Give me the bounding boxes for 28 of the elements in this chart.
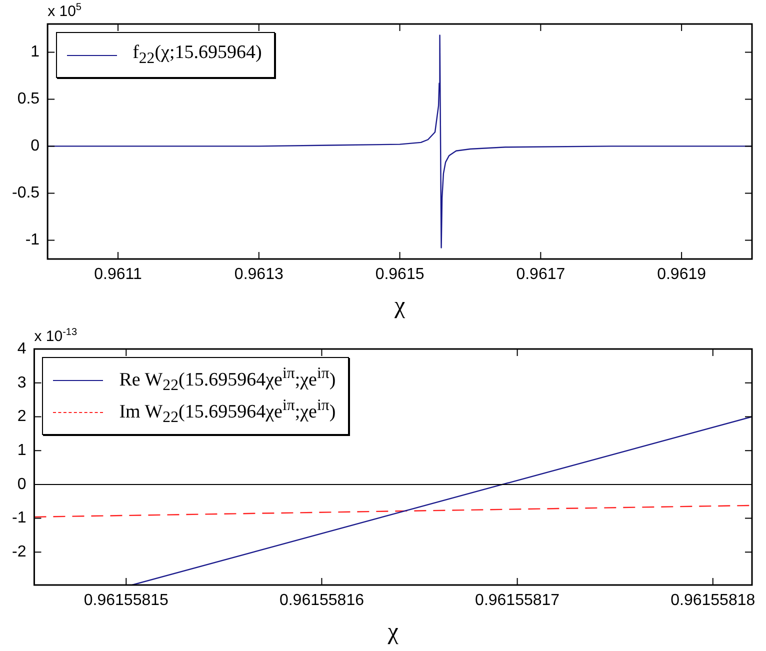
- legend-label: f$_{22}$(χ;15.695964): [132, 42, 262, 68]
- y-tick-label: 4: [17, 340, 26, 358]
- x-tick-label: 0.96155816: [279, 592, 364, 610]
- y-tick-label: -2: [12, 544, 26, 561]
- y-tick-label: 3: [17, 374, 26, 392]
- x-tick-label: 0.9617: [516, 266, 566, 284]
- x-tick-label: 0.9613: [234, 266, 284, 284]
- y-tick-label: 0: [30, 138, 40, 155]
- y-tick-label: 1: [17, 442, 26, 459]
- legend-label: Im W$_{22}$(15.695964χe$^{iπ}$;χe$^{iπ}$): [119, 396, 336, 428]
- x-axis-title: χ: [386, 618, 399, 645]
- text: x 10$^{5}$: [48, 2, 82, 20]
- x-tick-label: 0.96155815: [84, 592, 169, 610]
- y-tick-label: -1: [12, 510, 26, 527]
- x-tick-label: 0.96155817: [475, 592, 560, 610]
- y-tick-label: -0.5: [12, 184, 40, 202]
- x-axis-title: χ: [393, 292, 406, 319]
- x-tick-label: 0.96155818: [670, 592, 756, 610]
- x-tick-label: 0.9615: [375, 266, 424, 284]
- y-tick-label: 0: [17, 476, 26, 493]
- y-tick-label: 2: [17, 408, 26, 426]
- y-tick-label: 0.5: [17, 90, 40, 108]
- y-tick-label: 1: [30, 44, 40, 61]
- y-tick-label: -1: [25, 232, 40, 249]
- legend-label: Re W$_{22}$(15.695964χe$^{iπ}$;χe$^{iπ}$): [119, 364, 336, 396]
- text: x 10$^{-13}$: [34, 327, 78, 345]
- x-tick-label: 0.9611: [94, 266, 142, 284]
- x-tick-label: 0.9619: [657, 266, 706, 284]
